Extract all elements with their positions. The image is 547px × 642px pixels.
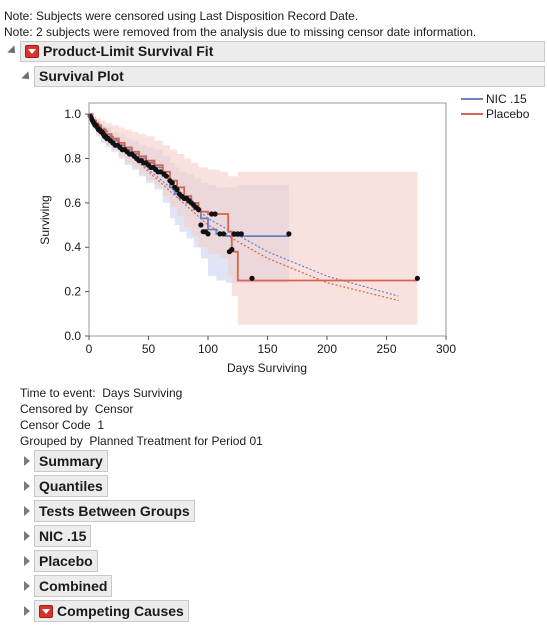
censor-code-value: 1: [97, 418, 105, 432]
section-header[interactable]: Placebo: [34, 550, 98, 572]
report-header[interactable]: Product-Limit Survival Fit: [20, 41, 545, 62]
censor-note: Note: Subjects were censored using Last …: [4, 9, 359, 23]
section-header[interactable]: NIC .15: [34, 525, 92, 547]
x-tick-label: 250: [376, 342, 396, 356]
censor-point: [220, 231, 227, 237]
censor-point: [198, 222, 204, 228]
time-to-event-info: Time to event: Days Surviving: [20, 386, 182, 400]
y-axis: 0.0 0.2 0.4 0.6 0.8 1.0: [64, 107, 89, 343]
survival-plot-title: Survival Plot: [39, 68, 124, 84]
grouped-by-info: Grouped by Planned Treatment for Period …: [20, 434, 263, 448]
censor-point: [286, 231, 292, 237]
censor-point: [231, 231, 237, 237]
x-axis-label: Days Surviving: [227, 361, 307, 375]
censor-point: [169, 180, 175, 186]
x-axis: 0 50 100 150 200 250 300: [86, 336, 456, 356]
expand-icon[interactable]: [24, 506, 30, 516]
outline-collapse-icon[interactable]: [21, 71, 33, 83]
survival-plot-header[interactable]: Survival Plot: [34, 66, 545, 87]
section-header[interactable]: Tests Between Groups: [34, 500, 195, 522]
section-title: Competing Causes: [57, 603, 184, 619]
expand-icon[interactable]: [24, 556, 30, 566]
report-title: Product-Limit Survival Fit: [43, 43, 214, 59]
x-tick-label: 100: [198, 342, 218, 356]
censor-point: [414, 275, 420, 281]
expand-icon[interactable]: [24, 606, 30, 616]
censor-point: [174, 186, 180, 193]
grouped-by-value: Planned Treatment for Period 01: [89, 434, 263, 448]
x-tick-label: 300: [436, 342, 456, 356]
x-tick-label: 0: [86, 342, 93, 356]
expand-icon[interactable]: [24, 531, 30, 541]
censor-code-label: Censor Code: [20, 418, 91, 432]
time-to-event-label: Time to event:: [20, 386, 96, 400]
x-tick-label: 150: [257, 342, 277, 356]
section-header[interactable]: Combined: [34, 575, 113, 597]
censor-point: [249, 275, 255, 281]
x-tick-label: 200: [317, 342, 337, 356]
y-tick-label: 0.2: [64, 285, 81, 299]
censored-by-label: Censored by: [20, 402, 89, 416]
expand-icon[interactable]: [24, 481, 30, 491]
x-tick-label: 50: [142, 342, 156, 356]
expand-icon[interactable]: [24, 456, 30, 466]
censor-code-info: Censor Code 1: [20, 418, 104, 432]
censor-point: [195, 206, 202, 213]
y-tick-label: 1.0: [64, 107, 81, 121]
section-header[interactable]: Quantiles: [34, 475, 108, 497]
censored-by-info: Censored by Censor: [20, 402, 133, 416]
y-tick-label: 0.4: [64, 240, 81, 254]
censor-point: [212, 211, 218, 217]
y-axis-label: Surviving: [38, 195, 52, 244]
censor-point: [163, 173, 169, 179]
censor-point: [238, 231, 244, 237]
removed-subjects-note: Note: 2 subjects were removed from the a…: [4, 25, 477, 39]
expand-icon[interactable]: [24, 581, 30, 591]
censored-by-value: Censor: [94, 402, 134, 416]
censor-point: [229, 246, 235, 253]
section-header[interactable]: Competing Causes: [34, 600, 189, 622]
censor-point: [205, 231, 211, 237]
y-tick-label: 0.0: [64, 329, 81, 343]
grouped-by-label: Grouped by: [20, 434, 83, 448]
confidence-bands: [89, 114, 418, 328]
red-triangle-menu-icon[interactable]: [39, 604, 53, 618]
y-tick-label: 0.8: [64, 151, 81, 165]
y-tick-label: 0.6: [64, 196, 81, 210]
time-to-event-value: Days Surviving: [102, 386, 183, 400]
survival-plot: 0 50 100 150 200 250 300 0.0 0.2 0.4 0.6 0.8 1.0 Da…: [38, 92, 530, 375]
legend-label-nic: NIC .15: [486, 92, 527, 106]
censor-points: [87, 113, 420, 281]
legend-label-placebo: Placebo: [486, 107, 530, 121]
outline-collapse-icon[interactable]: [7, 45, 19, 57]
section-header[interactable]: Summary: [34, 450, 108, 472]
legend: NIC .15 Placebo: [461, 92, 530, 121]
confidence-band-1: [89, 114, 418, 328]
censor-point: [217, 231, 223, 237]
red-triangle-menu-icon[interactable]: [25, 44, 39, 58]
